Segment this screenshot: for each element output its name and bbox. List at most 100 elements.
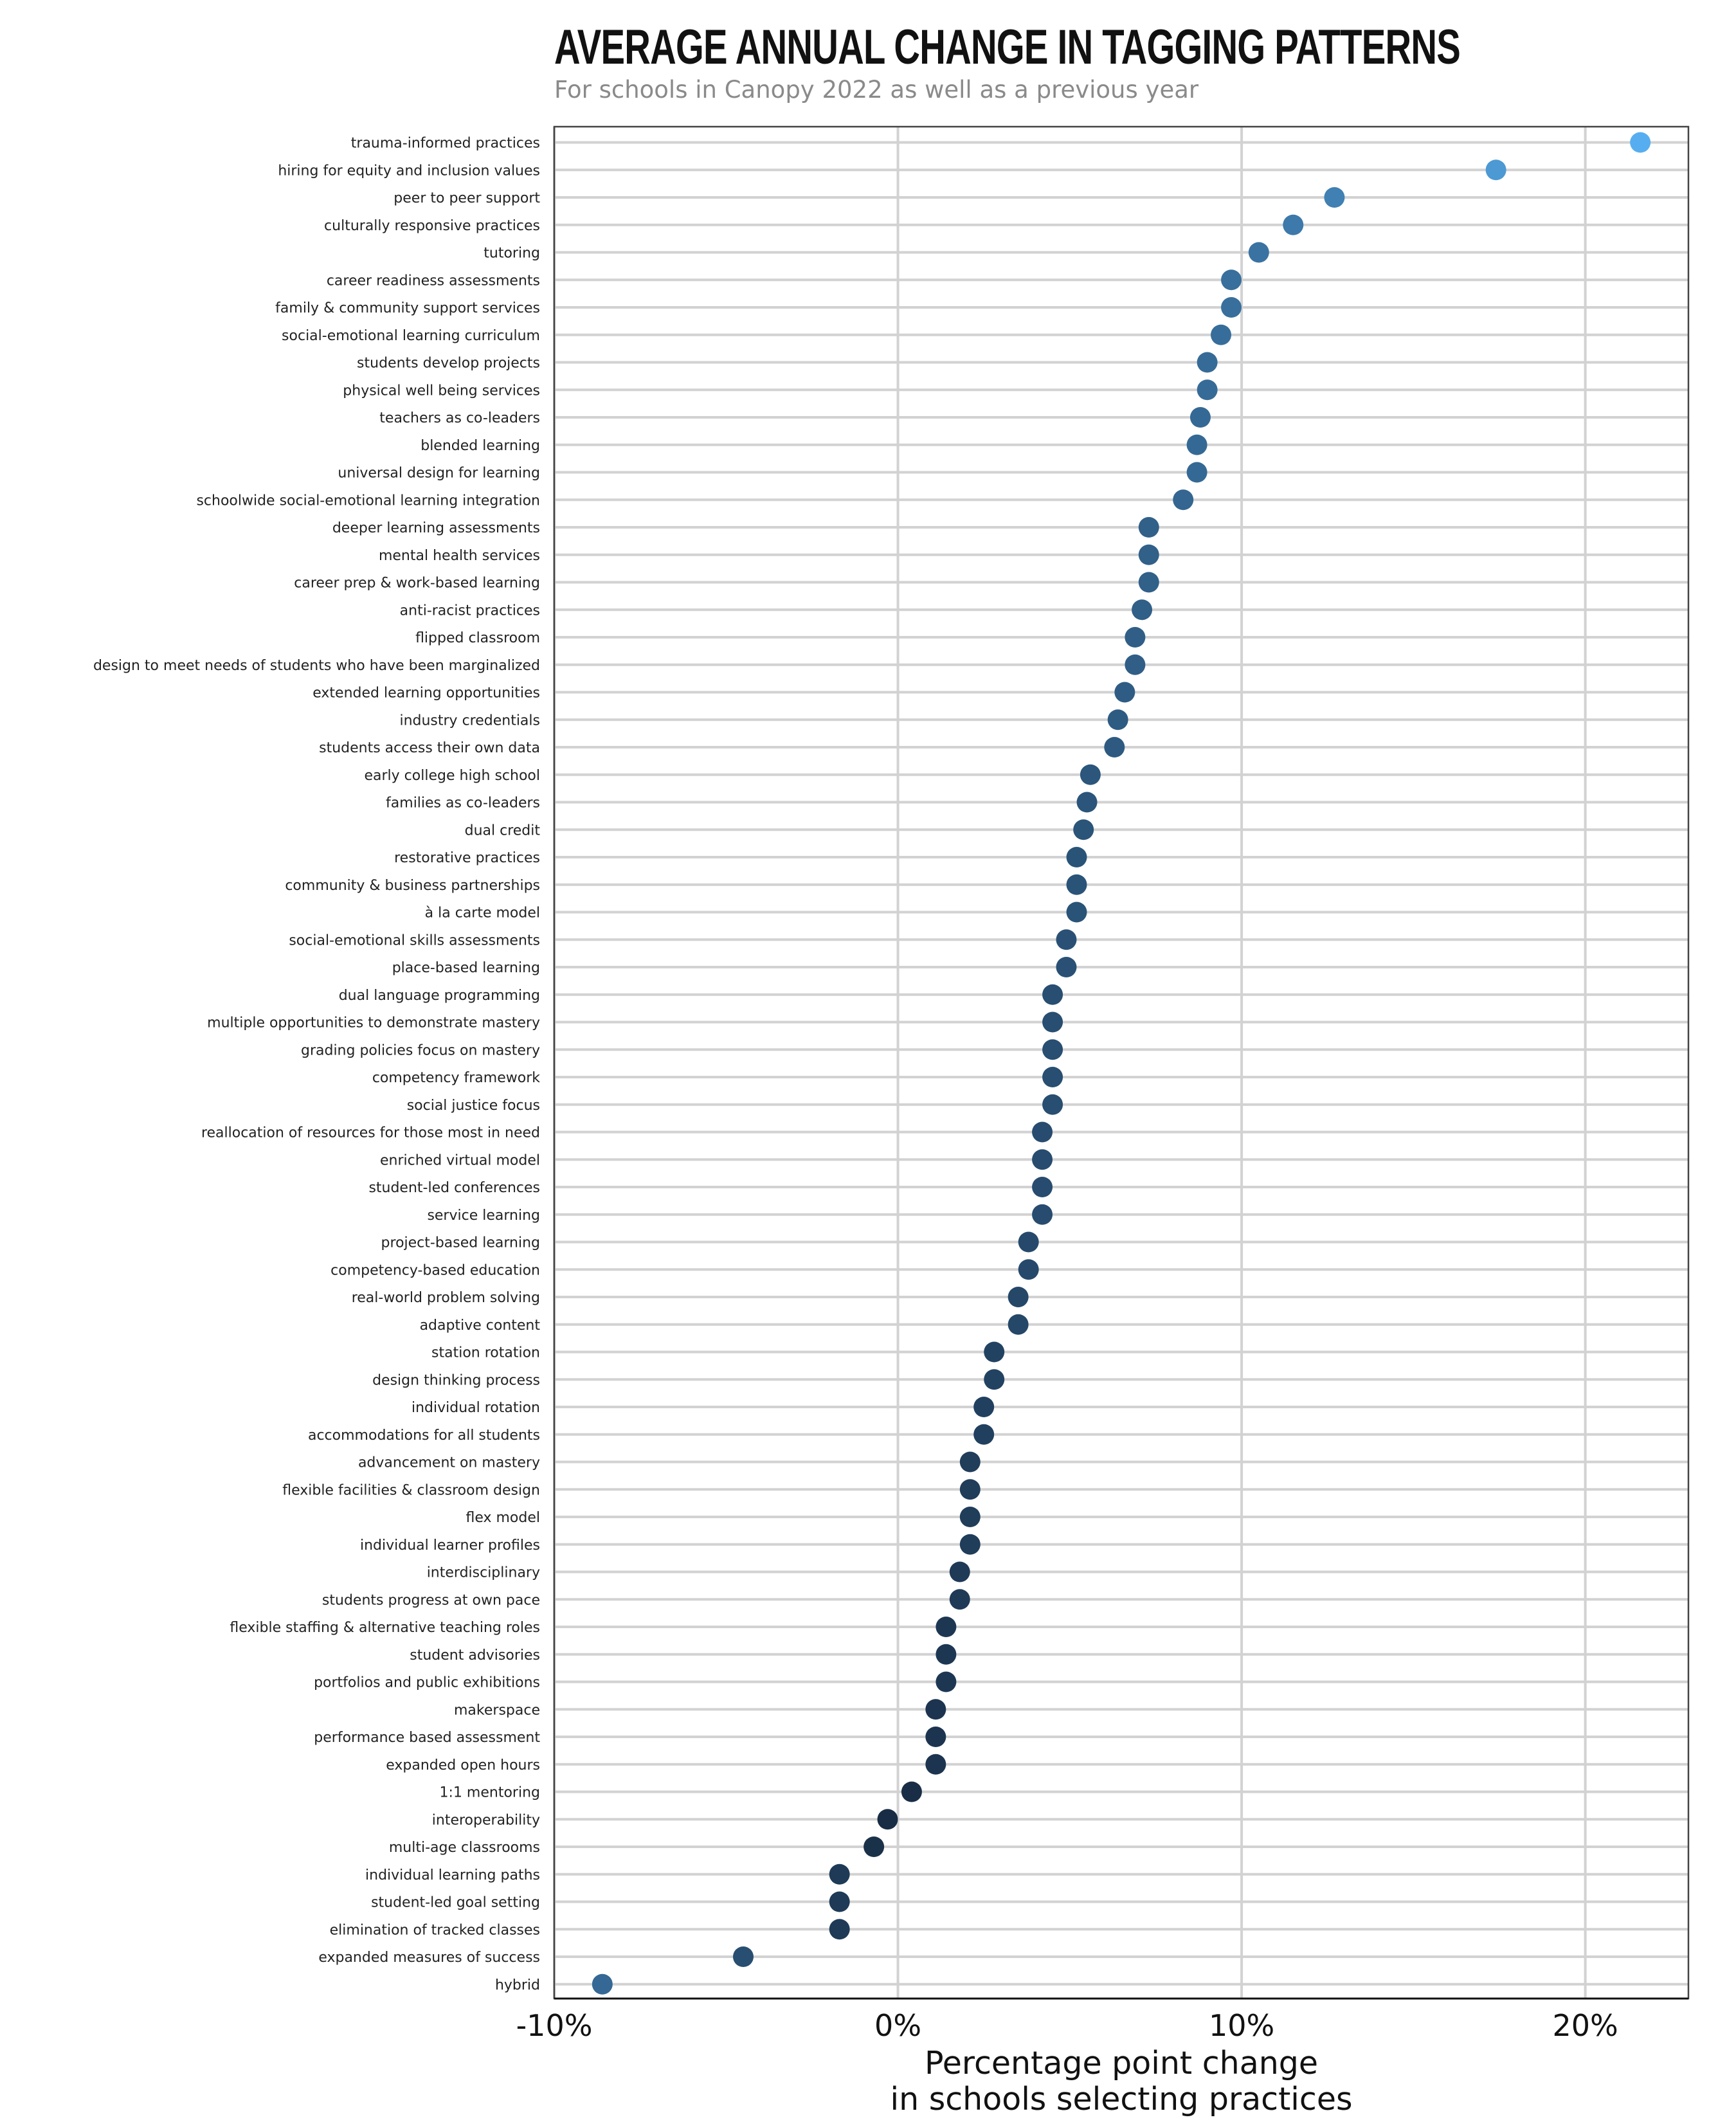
category-label: competency-based education (330, 1262, 540, 1278)
category-label: individual learner profiles (360, 1537, 540, 1554)
category-label: advancement on mastery (358, 1455, 540, 1471)
category-label: multi-age classrooms (389, 1840, 540, 1856)
category-label: early college high school (365, 768, 541, 784)
x-tick-label: 20% (1553, 2008, 1618, 2043)
category-label: student-led goal setting (371, 1895, 540, 1911)
category-label: trauma-informed practices (351, 136, 540, 152)
category-label: social-emotional learning curriculum (282, 328, 540, 344)
data-point (1173, 489, 1194, 511)
data-point (1324, 187, 1345, 208)
category-label: family & community support services (275, 300, 540, 316)
data-point (1138, 544, 1159, 565)
data-point (936, 1671, 957, 1692)
data-point (1221, 297, 1242, 318)
x-tick-layer: -10% 0% 10% 20% (516, 2008, 1618, 2043)
category-label: elimination of tracked classes (330, 1922, 540, 1938)
data-point (1186, 434, 1207, 455)
data-point (1138, 572, 1159, 593)
data-point (936, 1617, 957, 1637)
category-label: station rotation (431, 1345, 540, 1361)
data-point (829, 1891, 850, 1912)
category-label: teachers as co-leaders (379, 410, 540, 426)
category-label: performance based assessment (314, 1730, 540, 1746)
category-label: interoperability (432, 1812, 540, 1828)
category-label: student-led conferences (368, 1180, 540, 1196)
data-point (1042, 984, 1063, 1005)
category-label: student advisories (410, 1647, 540, 1664)
data-point (1125, 627, 1146, 648)
data-point (1221, 269, 1242, 291)
category-label: project-based learning (381, 1235, 540, 1251)
data-point (1138, 517, 1159, 538)
dot-layer (592, 132, 1651, 1995)
data-point (863, 1836, 885, 1857)
category-label: restorative practices (394, 850, 540, 866)
data-point (1189, 407, 1211, 428)
category-label-layer: trauma-informed practices hiring for equi… (93, 136, 540, 1993)
category-label: design to meet needs of students who hav… (93, 658, 540, 674)
data-point (1114, 682, 1135, 703)
data-point (984, 1341, 1005, 1363)
data-point (1066, 847, 1087, 867)
data-point (1066, 902, 1087, 923)
data-point (1076, 792, 1098, 813)
category-label: competency framework (372, 1070, 540, 1086)
data-point (829, 1919, 850, 1940)
category-label: place-based learning (392, 960, 540, 976)
category-label: 1:1 mentoring (440, 1785, 540, 1801)
category-label: peer to peer support (393, 190, 540, 206)
category-label: social-emotional skills assessments (289, 932, 540, 948)
category-label: physical well being services (343, 383, 540, 399)
data-point (1032, 1149, 1053, 1170)
data-point (1132, 599, 1153, 621)
data-point (973, 1397, 995, 1417)
category-label: expanded measures of success (318, 1950, 540, 1966)
grid-layer (553, 127, 1688, 1999)
category-label: accommodations for all students (308, 1428, 540, 1444)
data-point (1211, 324, 1232, 345)
data-point (949, 1589, 970, 1610)
chart-title: Average annual change in tagging pattern… (554, 20, 1461, 75)
category-label: career prep & work-based learning (294, 576, 540, 592)
data-point (959, 1534, 981, 1555)
category-label: à la carte model (425, 905, 540, 921)
category-label: enriched virtual model (380, 1152, 540, 1168)
data-point (1073, 819, 1094, 840)
data-point (1283, 214, 1304, 235)
data-point (1008, 1314, 1029, 1335)
category-label: anti-racist practices (400, 603, 540, 619)
category-label: grading policies focus on mastery (301, 1042, 540, 1058)
category-label: flex model (466, 1510, 540, 1526)
category-label: expanded open hours (386, 1757, 540, 1773)
category-label: reallocation of resources for those most… (201, 1125, 540, 1141)
data-point (1197, 352, 1218, 373)
data-point (1018, 1231, 1039, 1253)
data-point (1125, 654, 1146, 675)
data-point (925, 1727, 946, 1747)
data-point (1248, 242, 1269, 263)
data-point (1042, 1067, 1063, 1087)
data-point (1042, 1011, 1063, 1033)
data-point (973, 1424, 995, 1445)
chart-subtitle: For schools in Canopy 2022 as well as a … (554, 76, 1199, 104)
category-label: extended learning opportunities (312, 685, 540, 702)
data-point (1018, 1259, 1039, 1280)
category-label: blended learning (420, 438, 540, 454)
data-point (959, 1507, 981, 1527)
category-label: makerspace (454, 1702, 540, 1718)
data-point (1485, 159, 1506, 181)
data-point (592, 1973, 613, 1995)
category-label: hiring for equity and inclusion values (278, 163, 540, 179)
category-label: students progress at own pace (322, 1592, 540, 1608)
category-label: industry credentials (399, 712, 540, 729)
data-point (1197, 379, 1218, 401)
category-label: students develop projects (357, 356, 540, 372)
data-point (949, 1561, 970, 1582)
category-label: individual rotation (411, 1400, 540, 1416)
data-point (1630, 132, 1651, 153)
category-label: flexible staffing & alternative teaching… (230, 1620, 540, 1636)
x-axis-title-line-2: in schools selecting practices (890, 2081, 1352, 2117)
data-point (936, 1644, 957, 1665)
data-point (984, 1369, 1005, 1390)
